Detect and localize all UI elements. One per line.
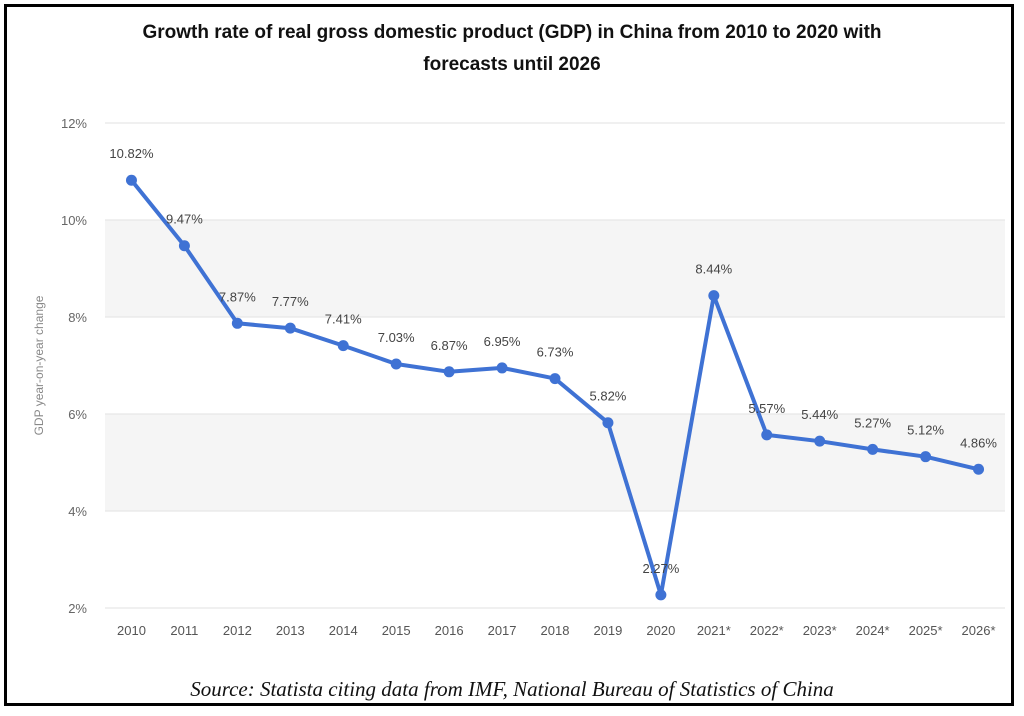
chart-title-line-2: forecasts until 2026 [423,54,601,75]
x-tick-label: 2011 [170,623,198,638]
chart-title: Growth rate of real gross domestic produ… [7,17,1017,81]
data-point [867,443,879,455]
data-label: 5.57% [748,401,785,416]
data-label: 5.27% [854,415,891,430]
x-tick-label: 2016 [435,623,464,638]
data-point [231,317,243,329]
x-tick-label: 2010 [117,623,146,638]
data-point [337,340,349,352]
data-point [708,290,720,302]
x-tick-label: 2017 [488,623,517,638]
x-tick-label: 2024* [856,623,890,638]
data-label: 8.44% [695,262,732,277]
x-tick-label: 2015 [382,623,411,638]
y-tick-label: 6% [68,407,87,422]
data-label: 7.87% [219,289,256,304]
chart-title-line-1: Growth rate of real gross domestic produ… [142,22,882,43]
source-caption: Source: Statista citing data from IMF, N… [190,677,834,701]
x-tick-label: 2019 [593,623,622,638]
data-point [920,451,932,463]
grid-band [105,414,1005,511]
y-tick-label: 4% [68,504,87,519]
data-point [549,373,561,385]
data-point [814,435,826,447]
x-tick-label: 2018 [541,623,570,638]
x-tick-label: 2023* [803,623,837,638]
data-label: 10.82% [109,146,154,161]
data-point [390,358,402,370]
chart-frame: Growth rate of real gross domestic produ… [4,4,1014,706]
x-tick-label: 2026* [962,623,996,638]
data-point [973,463,985,475]
data-label: 6.73% [537,345,574,360]
data-label: 4.86% [960,435,997,450]
data-label: 7.77% [272,294,309,309]
x-tick-label: 2025* [909,623,943,638]
x-tick-label: 2013 [276,623,305,638]
y-tick-label: 12% [61,116,87,131]
data-point [496,362,508,374]
data-label: 9.47% [166,212,203,227]
data-label: 7.41% [325,312,362,327]
data-point [284,322,296,334]
y-tick-label: 10% [61,213,87,228]
data-label: 7.03% [378,330,415,345]
grid-band [105,220,1005,317]
data-point [655,589,667,601]
data-point [761,429,773,441]
data-point [178,240,190,252]
data-label: 6.95% [484,334,521,349]
x-tick-label: 2014 [329,623,358,638]
x-tick-label: 2012 [223,623,252,638]
y-axis-title: GDP year-on-year change [32,295,46,435]
y-tick-label: 8% [68,310,87,325]
line-chart: 2% 4% 6% 8% 10% 12% GDP year-on-year change 201… [32,116,1005,638]
data-label: 5.44% [801,407,838,422]
x-tick-label: 2022* [750,623,784,638]
data-label: 6.87% [431,338,468,353]
x-tick-label: 2021* [697,623,731,638]
data-point [602,417,614,429]
data-label: 2.27% [642,561,679,576]
data-point [125,174,137,186]
data-point [443,366,455,378]
x-tick-label: 2020 [646,623,675,638]
data-label: 5.12% [907,423,944,438]
y-tick-label: 2% [68,601,87,616]
data-label: 5.82% [590,389,627,404]
